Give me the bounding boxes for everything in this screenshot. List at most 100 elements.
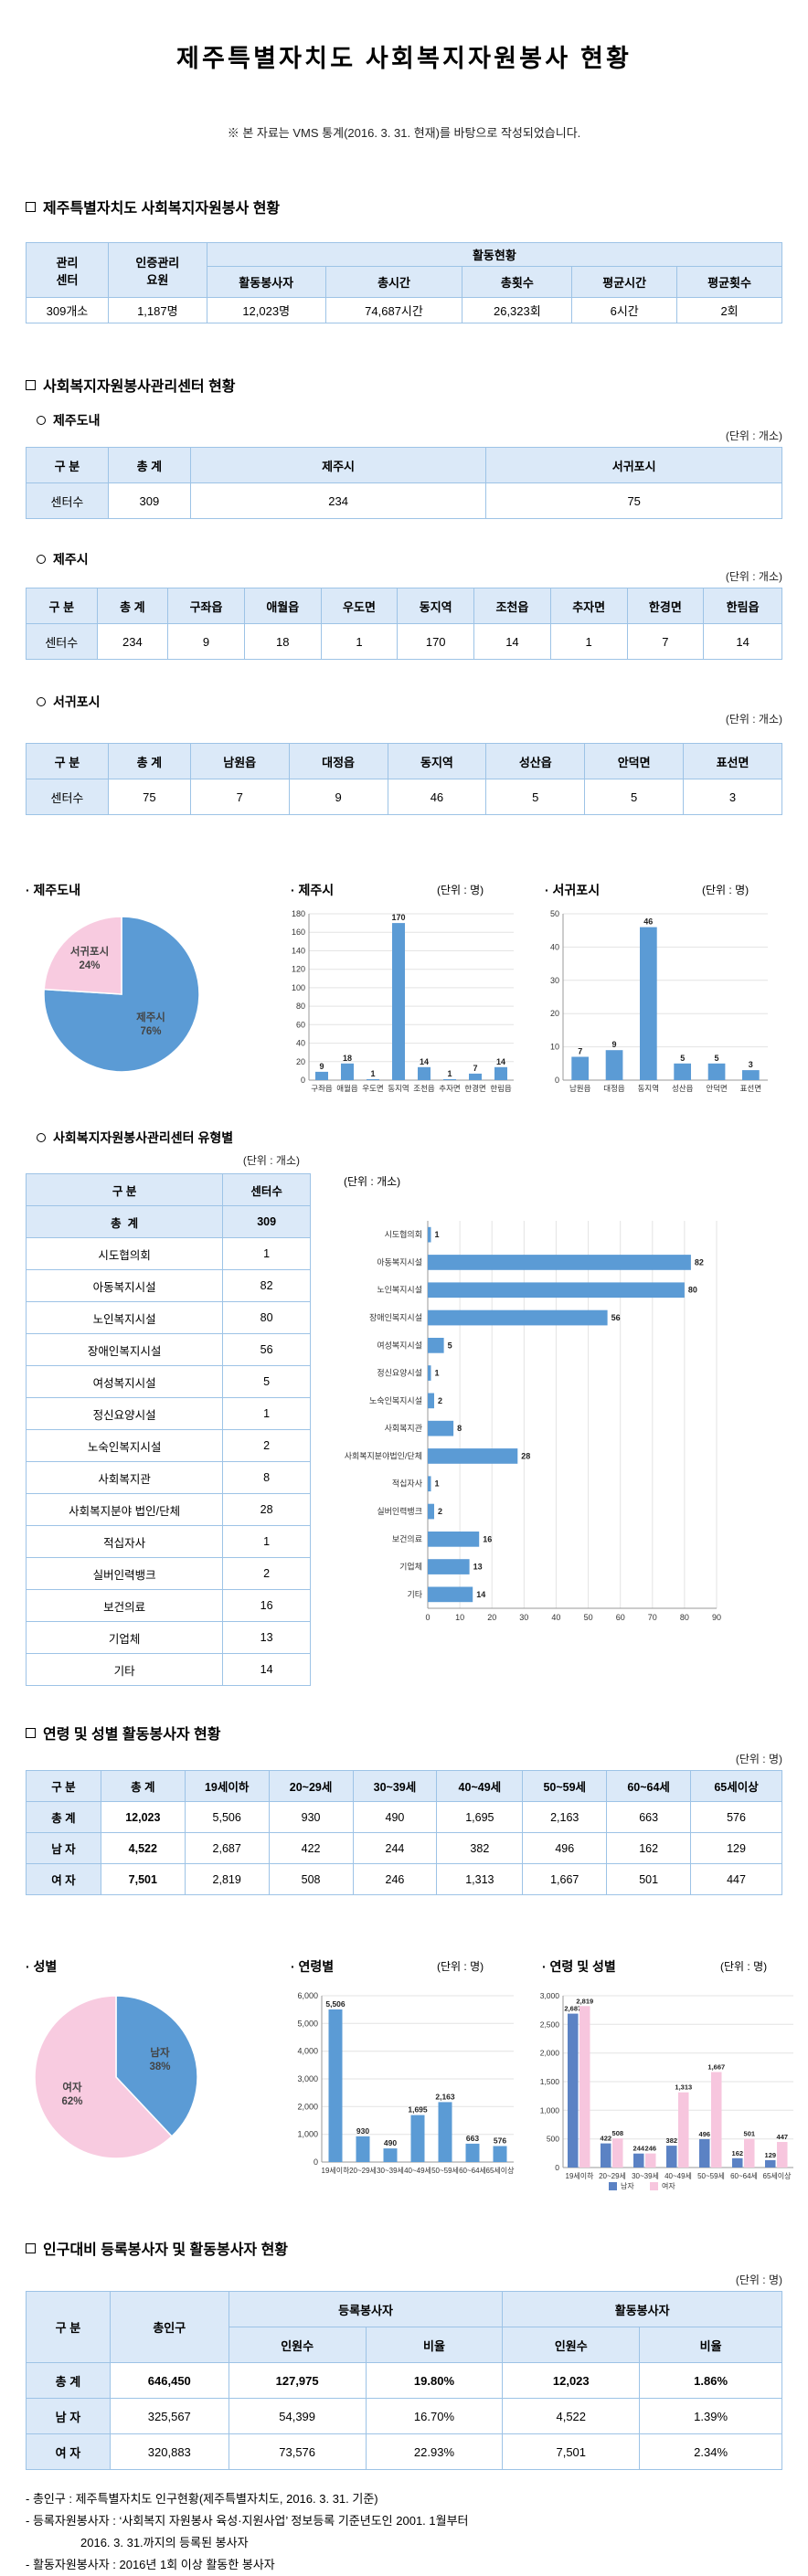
svg-text:120: 120 bbox=[292, 965, 305, 974]
svg-text:여자: 여자 bbox=[662, 2181, 675, 2190]
svg-text:9: 9 bbox=[611, 1040, 616, 1049]
svg-text:2,000: 2,000 bbox=[297, 2102, 318, 2111]
svg-text:422: 422 bbox=[601, 2135, 612, 2143]
svg-text:62%: 62% bbox=[61, 2096, 82, 2107]
svg-text:1: 1 bbox=[435, 1479, 440, 1489]
svg-text:50~59세: 50~59세 bbox=[697, 2172, 725, 2180]
svg-text:4,000: 4,000 bbox=[297, 2047, 318, 2056]
svg-text:20~29세: 20~29세 bbox=[349, 2167, 377, 2175]
svg-text:남원읍: 남원읍 bbox=[569, 1084, 591, 1093]
svg-text:5: 5 bbox=[680, 1054, 685, 1063]
svg-text:40~49세: 40~49세 bbox=[664, 2172, 692, 2180]
svg-text:1,695: 1,695 bbox=[408, 2105, 428, 2115]
svg-text:성산읍: 성산읍 bbox=[672, 1084, 694, 1093]
svg-text:508: 508 bbox=[612, 2129, 624, 2137]
svg-text:0: 0 bbox=[555, 2163, 559, 2172]
svg-text:10: 10 bbox=[550, 1043, 559, 1052]
svg-text:3,000: 3,000 bbox=[540, 1991, 560, 2000]
svg-text:0: 0 bbox=[555, 1076, 559, 1085]
svg-text:0: 0 bbox=[301, 1076, 305, 1085]
svg-text:5,000: 5,000 bbox=[297, 2019, 318, 2028]
svg-text:2,819: 2,819 bbox=[576, 1997, 593, 2005]
svg-text:40~49세: 40~49세 bbox=[404, 2167, 431, 2175]
svg-text:정신요양시설: 정신요양시설 bbox=[377, 1369, 422, 1378]
svg-text:여자: 여자 bbox=[62, 2081, 82, 2094]
svg-text:기업체: 기업체 bbox=[399, 1563, 422, 1572]
svg-text:65세이상: 65세이상 bbox=[763, 2171, 792, 2180]
svg-text:14: 14 bbox=[496, 1057, 505, 1066]
svg-text:244: 244 bbox=[633, 2145, 645, 2153]
svg-text:노인복지시설: 노인복지시설 bbox=[377, 1286, 422, 1295]
svg-text:한경면: 한경면 bbox=[464, 1084, 485, 1093]
svg-text:애월읍: 애월읍 bbox=[336, 1084, 358, 1093]
svg-text:19세이하: 19세이하 bbox=[322, 2166, 351, 2175]
svg-text:50: 50 bbox=[550, 909, 559, 918]
svg-text:2,687: 2,687 bbox=[564, 2005, 581, 2013]
svg-text:30~39세: 30~39세 bbox=[377, 2167, 404, 2175]
svg-text:2,163: 2,163 bbox=[435, 2092, 455, 2101]
svg-text:구좌읍: 구좌읍 bbox=[311, 1084, 333, 1093]
svg-text:시도협의회: 시도협의회 bbox=[385, 1229, 422, 1239]
svg-text:40: 40 bbox=[550, 942, 559, 951]
svg-text:6,000: 6,000 bbox=[297, 1991, 318, 2000]
svg-text:5: 5 bbox=[714, 1054, 718, 1063]
svg-text:남자: 남자 bbox=[621, 2182, 634, 2190]
svg-text:82: 82 bbox=[695, 1257, 704, 1267]
svg-text:490: 490 bbox=[384, 2138, 397, 2147]
svg-text:663: 663 bbox=[466, 2134, 479, 2143]
svg-text:14: 14 bbox=[420, 1057, 429, 1066]
svg-text:1,000: 1,000 bbox=[540, 2105, 560, 2115]
svg-text:1,667: 1,667 bbox=[707, 2063, 725, 2072]
svg-text:1: 1 bbox=[447, 1069, 452, 1078]
svg-text:50: 50 bbox=[584, 1613, 593, 1622]
svg-text:24%: 24% bbox=[79, 960, 100, 971]
svg-text:30: 30 bbox=[550, 976, 559, 985]
svg-text:30~39세: 30~39세 bbox=[632, 2172, 659, 2180]
svg-text:사회복지관: 사회복지관 bbox=[385, 1424, 422, 1433]
svg-text:80: 80 bbox=[688, 1286, 697, 1295]
svg-text:90: 90 bbox=[712, 1613, 721, 1622]
svg-text:표선면: 표선면 bbox=[740, 1084, 761, 1093]
svg-text:동지역: 동지역 bbox=[388, 1084, 409, 1093]
svg-text:1,500: 1,500 bbox=[540, 2077, 560, 2086]
svg-text:추자면: 추자면 bbox=[439, 1084, 460, 1093]
svg-text:162: 162 bbox=[732, 2149, 744, 2157]
svg-text:16: 16 bbox=[483, 1534, 492, 1543]
svg-text:8: 8 bbox=[457, 1424, 462, 1433]
svg-text:80: 80 bbox=[680, 1613, 689, 1622]
svg-text:496: 496 bbox=[699, 2130, 711, 2138]
svg-text:10: 10 bbox=[455, 1613, 464, 1622]
svg-text:우도면: 우도면 bbox=[362, 1084, 383, 1093]
svg-text:38%: 38% bbox=[149, 2062, 170, 2072]
svg-text:2: 2 bbox=[438, 1507, 442, 1516]
svg-text:65세이상: 65세이상 bbox=[486, 2166, 516, 2175]
svg-text:60: 60 bbox=[616, 1613, 625, 1622]
svg-text:501: 501 bbox=[744, 2130, 756, 2138]
svg-text:28: 28 bbox=[521, 1451, 530, 1460]
svg-text:5: 5 bbox=[448, 1341, 452, 1350]
svg-text:30: 30 bbox=[519, 1613, 528, 1622]
svg-text:14: 14 bbox=[476, 1590, 485, 1599]
svg-text:576: 576 bbox=[494, 2136, 506, 2146]
svg-text:3: 3 bbox=[749, 1060, 753, 1069]
svg-text:적십자사: 적십자사 bbox=[392, 1479, 423, 1489]
svg-text:170: 170 bbox=[391, 913, 405, 922]
svg-text:1: 1 bbox=[435, 1230, 440, 1239]
svg-text:5,506: 5,506 bbox=[325, 1999, 346, 2009]
svg-text:노숙인복지시설: 노숙인복지시설 bbox=[369, 1396, 422, 1405]
svg-text:동지역: 동지역 bbox=[638, 1084, 659, 1093]
svg-text:20: 20 bbox=[296, 1057, 305, 1066]
svg-text:기타: 기타 bbox=[407, 1590, 422, 1599]
svg-text:1: 1 bbox=[435, 1369, 440, 1378]
svg-text:여성복지시설: 여성복지시설 bbox=[377, 1340, 422, 1350]
svg-text:1: 1 bbox=[370, 1069, 375, 1078]
svg-text:140: 140 bbox=[292, 946, 305, 955]
svg-text:100: 100 bbox=[292, 983, 305, 992]
svg-text:2,500: 2,500 bbox=[540, 2019, 560, 2029]
svg-text:56: 56 bbox=[611, 1313, 621, 1322]
svg-text:18: 18 bbox=[343, 1054, 352, 1063]
svg-text:246: 246 bbox=[645, 2145, 657, 2153]
svg-text:서귀포시: 서귀포시 bbox=[70, 945, 109, 958]
svg-text:2: 2 bbox=[438, 1396, 442, 1405]
svg-text:한림읍: 한림읍 bbox=[490, 1084, 512, 1093]
